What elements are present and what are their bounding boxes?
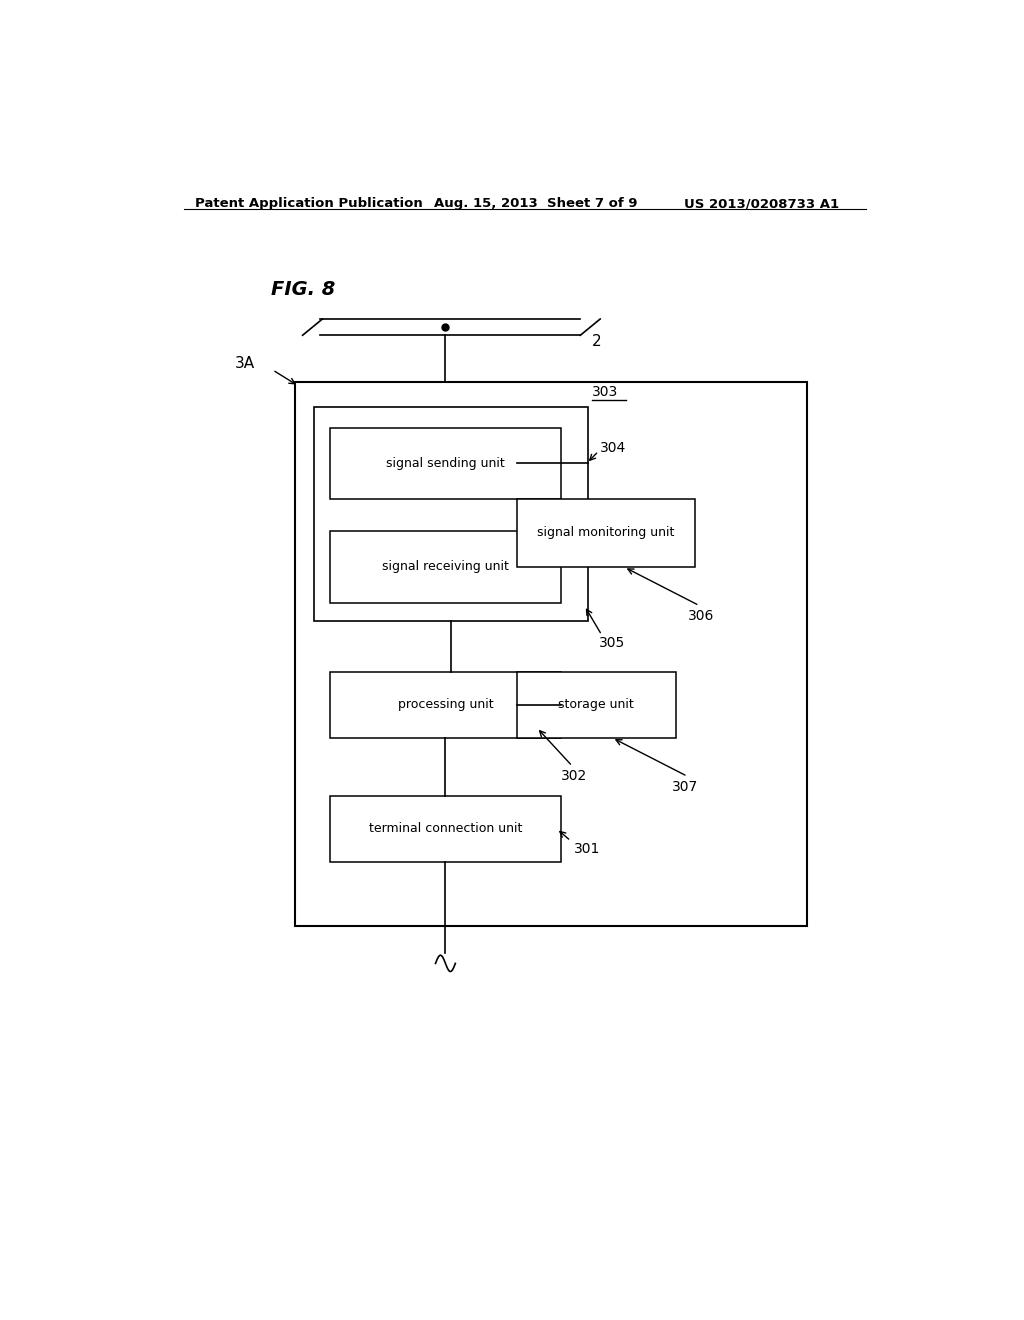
FancyBboxPatch shape: [331, 532, 560, 602]
FancyBboxPatch shape: [314, 408, 588, 620]
Text: 306: 306: [687, 609, 714, 623]
Text: storage unit: storage unit: [558, 698, 634, 711]
Text: 303: 303: [592, 385, 618, 399]
FancyBboxPatch shape: [517, 499, 695, 568]
Text: processing unit: processing unit: [397, 698, 494, 711]
Text: 2: 2: [592, 334, 602, 348]
FancyBboxPatch shape: [331, 796, 560, 862]
Text: 304: 304: [600, 441, 627, 455]
Text: signal sending unit: signal sending unit: [386, 457, 505, 470]
Text: 302: 302: [560, 770, 587, 783]
FancyBboxPatch shape: [331, 672, 560, 738]
FancyBboxPatch shape: [517, 672, 676, 738]
FancyBboxPatch shape: [331, 428, 560, 499]
Text: 307: 307: [672, 780, 698, 793]
Text: signal monitoring unit: signal monitoring unit: [538, 527, 675, 540]
Text: 301: 301: [574, 842, 600, 857]
Text: FIG. 8: FIG. 8: [270, 280, 335, 300]
Text: Aug. 15, 2013  Sheet 7 of 9: Aug. 15, 2013 Sheet 7 of 9: [433, 197, 637, 210]
FancyBboxPatch shape: [295, 381, 807, 925]
Text: signal receiving unit: signal receiving unit: [382, 561, 509, 573]
Text: 305: 305: [599, 636, 625, 651]
Text: 3A: 3A: [236, 356, 255, 371]
Text: Patent Application Publication: Patent Application Publication: [196, 197, 423, 210]
Text: US 2013/0208733 A1: US 2013/0208733 A1: [684, 197, 839, 210]
Text: terminal connection unit: terminal connection unit: [369, 822, 522, 836]
